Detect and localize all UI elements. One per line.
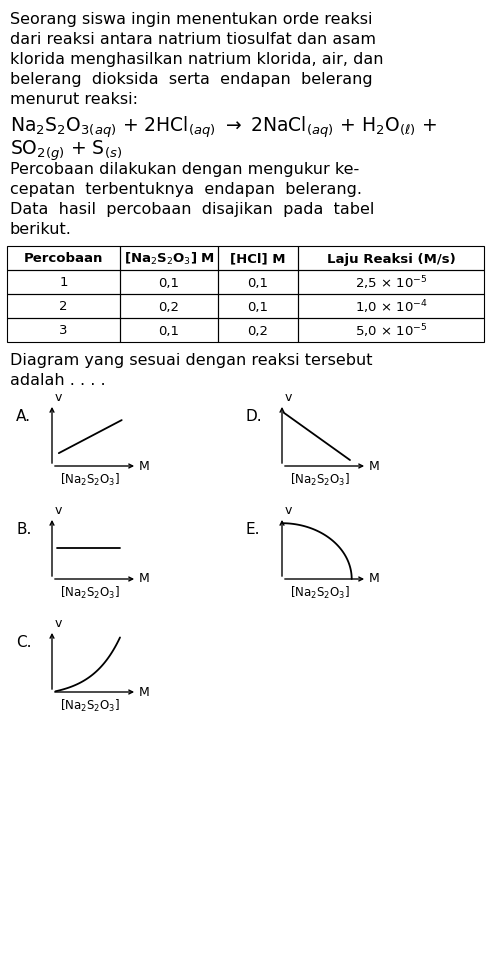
Text: [Na$_2$S$_2$O$_3$]: [Na$_2$S$_2$O$_3$] [290, 585, 350, 600]
Text: A.: A. [16, 409, 31, 423]
Bar [218, 271, 298, 294]
Text: 2,5 × 10$^{-5}$: 2,5 × 10$^{-5}$ [355, 274, 427, 291]
Bar [120, 294, 218, 319]
Text: Diagram yang sesuai dengan reaksi tersebut: Diagram yang sesuai dengan reaksi terseb… [10, 353, 373, 368]
Text: 0,1: 0,1 [159, 276, 180, 289]
Bar [218, 294, 298, 319]
Text: klorida menghasilkan natrium klorida, air, dan: klorida menghasilkan natrium klorida, ai… [10, 52, 383, 67]
Text: [Na$_2$S$_2$O$_3$]: [Na$_2$S$_2$O$_3$] [60, 697, 120, 713]
Text: D.: D. [246, 409, 263, 423]
Text: 1,0 × 10$^{-4}$: 1,0 × 10$^{-4}$ [355, 298, 427, 316]
Text: dari reaksi antara natrium tiosulfat dan asam: dari reaksi antara natrium tiosulfat dan… [10, 32, 376, 47]
Text: 1: 1 [59, 276, 68, 289]
Text: menurut reaksi:: menurut reaksi: [10, 92, 138, 107]
Bar [7, 319, 120, 342]
Text: Data  hasil  percobaan  disajikan  pada  tabel: Data hasil percobaan disajikan pada tabe… [10, 201, 374, 217]
Text: 3: 3 [59, 324, 68, 337]
Text: v: v [285, 504, 292, 516]
Text: 2: 2 [59, 300, 68, 313]
Text: M: M [139, 685, 150, 697]
Text: adalah . . . .: adalah . . . . [10, 373, 106, 387]
Text: belerang  dioksida  serta  endapan  belerang: belerang dioksida serta endapan belerang [10, 72, 373, 87]
Bar [120, 319, 218, 342]
Text: [Na$_2$S$_2$O$_3$] M: [Na$_2$S$_2$O$_3$] M [124, 250, 215, 267]
Text: [HCl] M: [HCl] M [230, 252, 286, 265]
Text: v: v [285, 390, 292, 404]
Text: 0,1: 0,1 [247, 300, 269, 313]
Bar [7, 294, 120, 319]
Text: Percobaan: Percobaan [24, 252, 103, 265]
Text: SO$_{2(g)}$ + S$_{(s)}$: SO$_{2(g)}$ + S$_{(s)}$ [10, 138, 122, 162]
Text: 0,2: 0,2 [247, 324, 269, 337]
Text: E.: E. [246, 521, 261, 537]
Bar [218, 319, 298, 342]
Text: 0,1: 0,1 [159, 324, 180, 337]
Bar [218, 246, 298, 271]
Text: v: v [55, 616, 62, 630]
Bar [120, 271, 218, 294]
Bar [7, 246, 120, 271]
Text: Laju Reaksi (M/s): Laju Reaksi (M/s) [327, 252, 455, 265]
Text: B.: B. [16, 521, 31, 537]
Text: M: M [369, 572, 380, 585]
Text: Na$_2$S$_2$O$_{3(aq)}$ + 2HCl$_{(aq)}$ $\rightarrow$ 2NaCl$_{(aq)}$ + H$_2$O$_{(: Na$_2$S$_2$O$_{3(aq)}$ + 2HCl$_{(aq)}$ $… [10, 113, 437, 139]
Bar [298, 271, 484, 294]
Bar [298, 246, 484, 271]
Text: M: M [139, 572, 150, 585]
Text: 5,0 × 10$^{-5}$: 5,0 × 10$^{-5}$ [355, 322, 427, 339]
Bar [298, 319, 484, 342]
Text: [Na$_2$S$_2$O$_3$]: [Na$_2$S$_2$O$_3$] [60, 585, 120, 600]
Text: 0,2: 0,2 [159, 300, 180, 313]
Text: berikut.: berikut. [10, 222, 72, 237]
Bar [7, 271, 120, 294]
Text: M: M [369, 459, 380, 472]
Text: M: M [139, 459, 150, 472]
Bar [120, 246, 218, 271]
Text: Seorang siswa ingin menentukan orde reaksi: Seorang siswa ingin menentukan orde reak… [10, 12, 373, 27]
Text: v: v [55, 390, 62, 404]
Text: [Na$_2$S$_2$O$_3$]: [Na$_2$S$_2$O$_3$] [290, 471, 350, 488]
Text: [Na$_2$S$_2$O$_3$]: [Na$_2$S$_2$O$_3$] [60, 471, 120, 488]
Text: cepatan  terbentuknya  endapan  belerang.: cepatan terbentuknya endapan belerang. [10, 182, 362, 197]
Text: v: v [55, 504, 62, 516]
Text: Percobaan dilakukan dengan mengukur ke-: Percobaan dilakukan dengan mengukur ke- [10, 161, 359, 177]
Bar [298, 294, 484, 319]
Text: C.: C. [16, 635, 31, 649]
Text: 0,1: 0,1 [247, 276, 269, 289]
